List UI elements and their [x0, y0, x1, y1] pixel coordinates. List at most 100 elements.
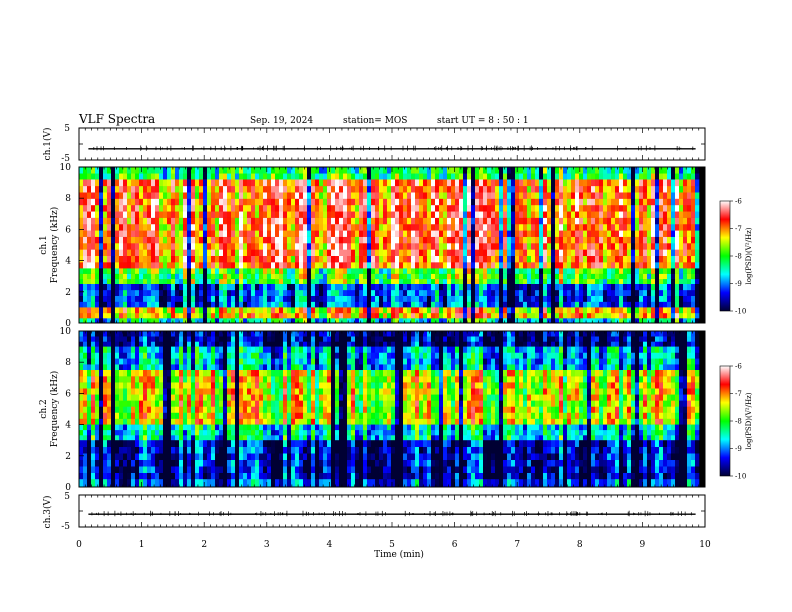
spec1-cell	[323, 223, 328, 231]
spec1-cell	[455, 249, 460, 256]
spec1-cell	[87, 179, 92, 187]
spec1-cell	[247, 204, 252, 212]
spec1-cell	[383, 273, 388, 280]
spec2-cell	[143, 466, 148, 473]
spec1-cell	[639, 249, 644, 256]
spec1-cell	[519, 167, 524, 174]
spec1-cell	[583, 192, 588, 199]
spec2-cell	[179, 336, 184, 342]
spec1-cell	[563, 211, 568, 218]
spec2-cell	[79, 472, 84, 480]
spec1-cell	[363, 179, 368, 187]
spec1-cell	[191, 185, 196, 193]
spec2-cell	[135, 358, 140, 365]
spec1-cell	[491, 236, 496, 244]
spec2-cell	[79, 406, 84, 413]
spec1-cell	[319, 289, 324, 296]
spec1-cell	[151, 230, 156, 237]
spec1-cell	[531, 273, 536, 280]
spec2-cell	[167, 400, 172, 407]
spec1-cell	[295, 307, 300, 314]
spec1-cell	[519, 255, 524, 263]
spec1-cell	[335, 301, 340, 308]
spec1-cell	[303, 185, 308, 193]
spec1-cell	[103, 230, 108, 237]
spec1-cell	[475, 301, 480, 308]
spec1-cell	[407, 312, 412, 319]
spec1-cell	[111, 307, 116, 314]
spec1-cell	[231, 268, 236, 274]
spec1-cell	[403, 198, 408, 206]
spec1-cell	[379, 273, 384, 280]
spec1-cell	[263, 301, 268, 308]
spec1-cell	[663, 249, 668, 256]
spec1-cell	[227, 307, 232, 314]
spec1-cell	[575, 230, 580, 237]
spec1-cell	[555, 217, 560, 225]
spec1-cell	[91, 262, 96, 269]
spec1-cell	[271, 198, 276, 206]
spec1-cell	[639, 307, 644, 314]
ch1-channel-label: ch.1	[39, 235, 49, 254]
spec1-cell	[187, 223, 192, 231]
spec2-cell	[187, 394, 192, 401]
spec1-cell	[467, 301, 472, 308]
spec2-cell	[179, 331, 184, 337]
spec1-cell	[299, 312, 304, 319]
spec1-cell	[155, 312, 160, 319]
spec1-cell	[147, 217, 152, 225]
spec1-cell	[327, 223, 332, 231]
spec1-cell	[651, 249, 656, 256]
spec1-cell	[167, 307, 172, 314]
spec1-cell	[191, 198, 196, 206]
spec1-cell	[667, 284, 672, 291]
spec1-cell	[227, 173, 232, 180]
spec1-cell	[307, 236, 312, 244]
spec1-cell	[203, 289, 208, 296]
spec1-cell	[431, 198, 436, 206]
spec2-cell	[127, 376, 132, 383]
spec2-cell	[135, 453, 140, 460]
spec1-cell	[323, 278, 328, 285]
spec1-cell	[167, 289, 172, 296]
spec1-cell	[443, 289, 448, 296]
spec1-cell	[411, 249, 416, 256]
spec1-cell	[163, 268, 168, 274]
spec1-cell	[647, 185, 652, 193]
spec1-cell	[607, 307, 612, 314]
spec1-cell	[647, 295, 652, 302]
spec1-cell	[383, 223, 388, 231]
spec1-cell	[231, 249, 236, 256]
spec1-cell	[151, 185, 156, 193]
spec2-cell	[79, 466, 84, 473]
spec1-cell	[211, 262, 216, 269]
spec2-cell	[123, 440, 128, 447]
spec1-cell	[255, 223, 260, 231]
spec1-cell	[87, 312, 92, 319]
spec2-cell	[159, 382, 164, 389]
spec1-cell	[119, 236, 124, 244]
spec1-cell	[591, 301, 596, 308]
spec1-cell	[467, 255, 472, 263]
spec1-cell	[219, 284, 224, 291]
spec2-cell	[135, 388, 140, 395]
spec1-cell	[167, 268, 172, 274]
spec2-cell	[103, 459, 108, 467]
spec1-cell	[639, 268, 644, 274]
spec1-cell	[467, 278, 472, 285]
spec2-cell	[139, 472, 144, 480]
spec1-cell	[423, 179, 428, 187]
spec1-cell	[91, 242, 96, 250]
spec1-cell	[579, 223, 584, 231]
spec1-cell	[195, 198, 200, 206]
spec1-cell	[135, 236, 140, 244]
spec1-cell	[291, 173, 296, 180]
spec1-cell	[375, 242, 380, 250]
spec2-cell	[83, 466, 88, 473]
spec1-cell	[551, 211, 556, 218]
spec1-cell	[115, 173, 120, 180]
spec1-cell	[419, 262, 424, 269]
spec1-cell	[323, 284, 328, 291]
spec1-cell	[587, 312, 592, 319]
spec1-cell	[287, 198, 292, 206]
